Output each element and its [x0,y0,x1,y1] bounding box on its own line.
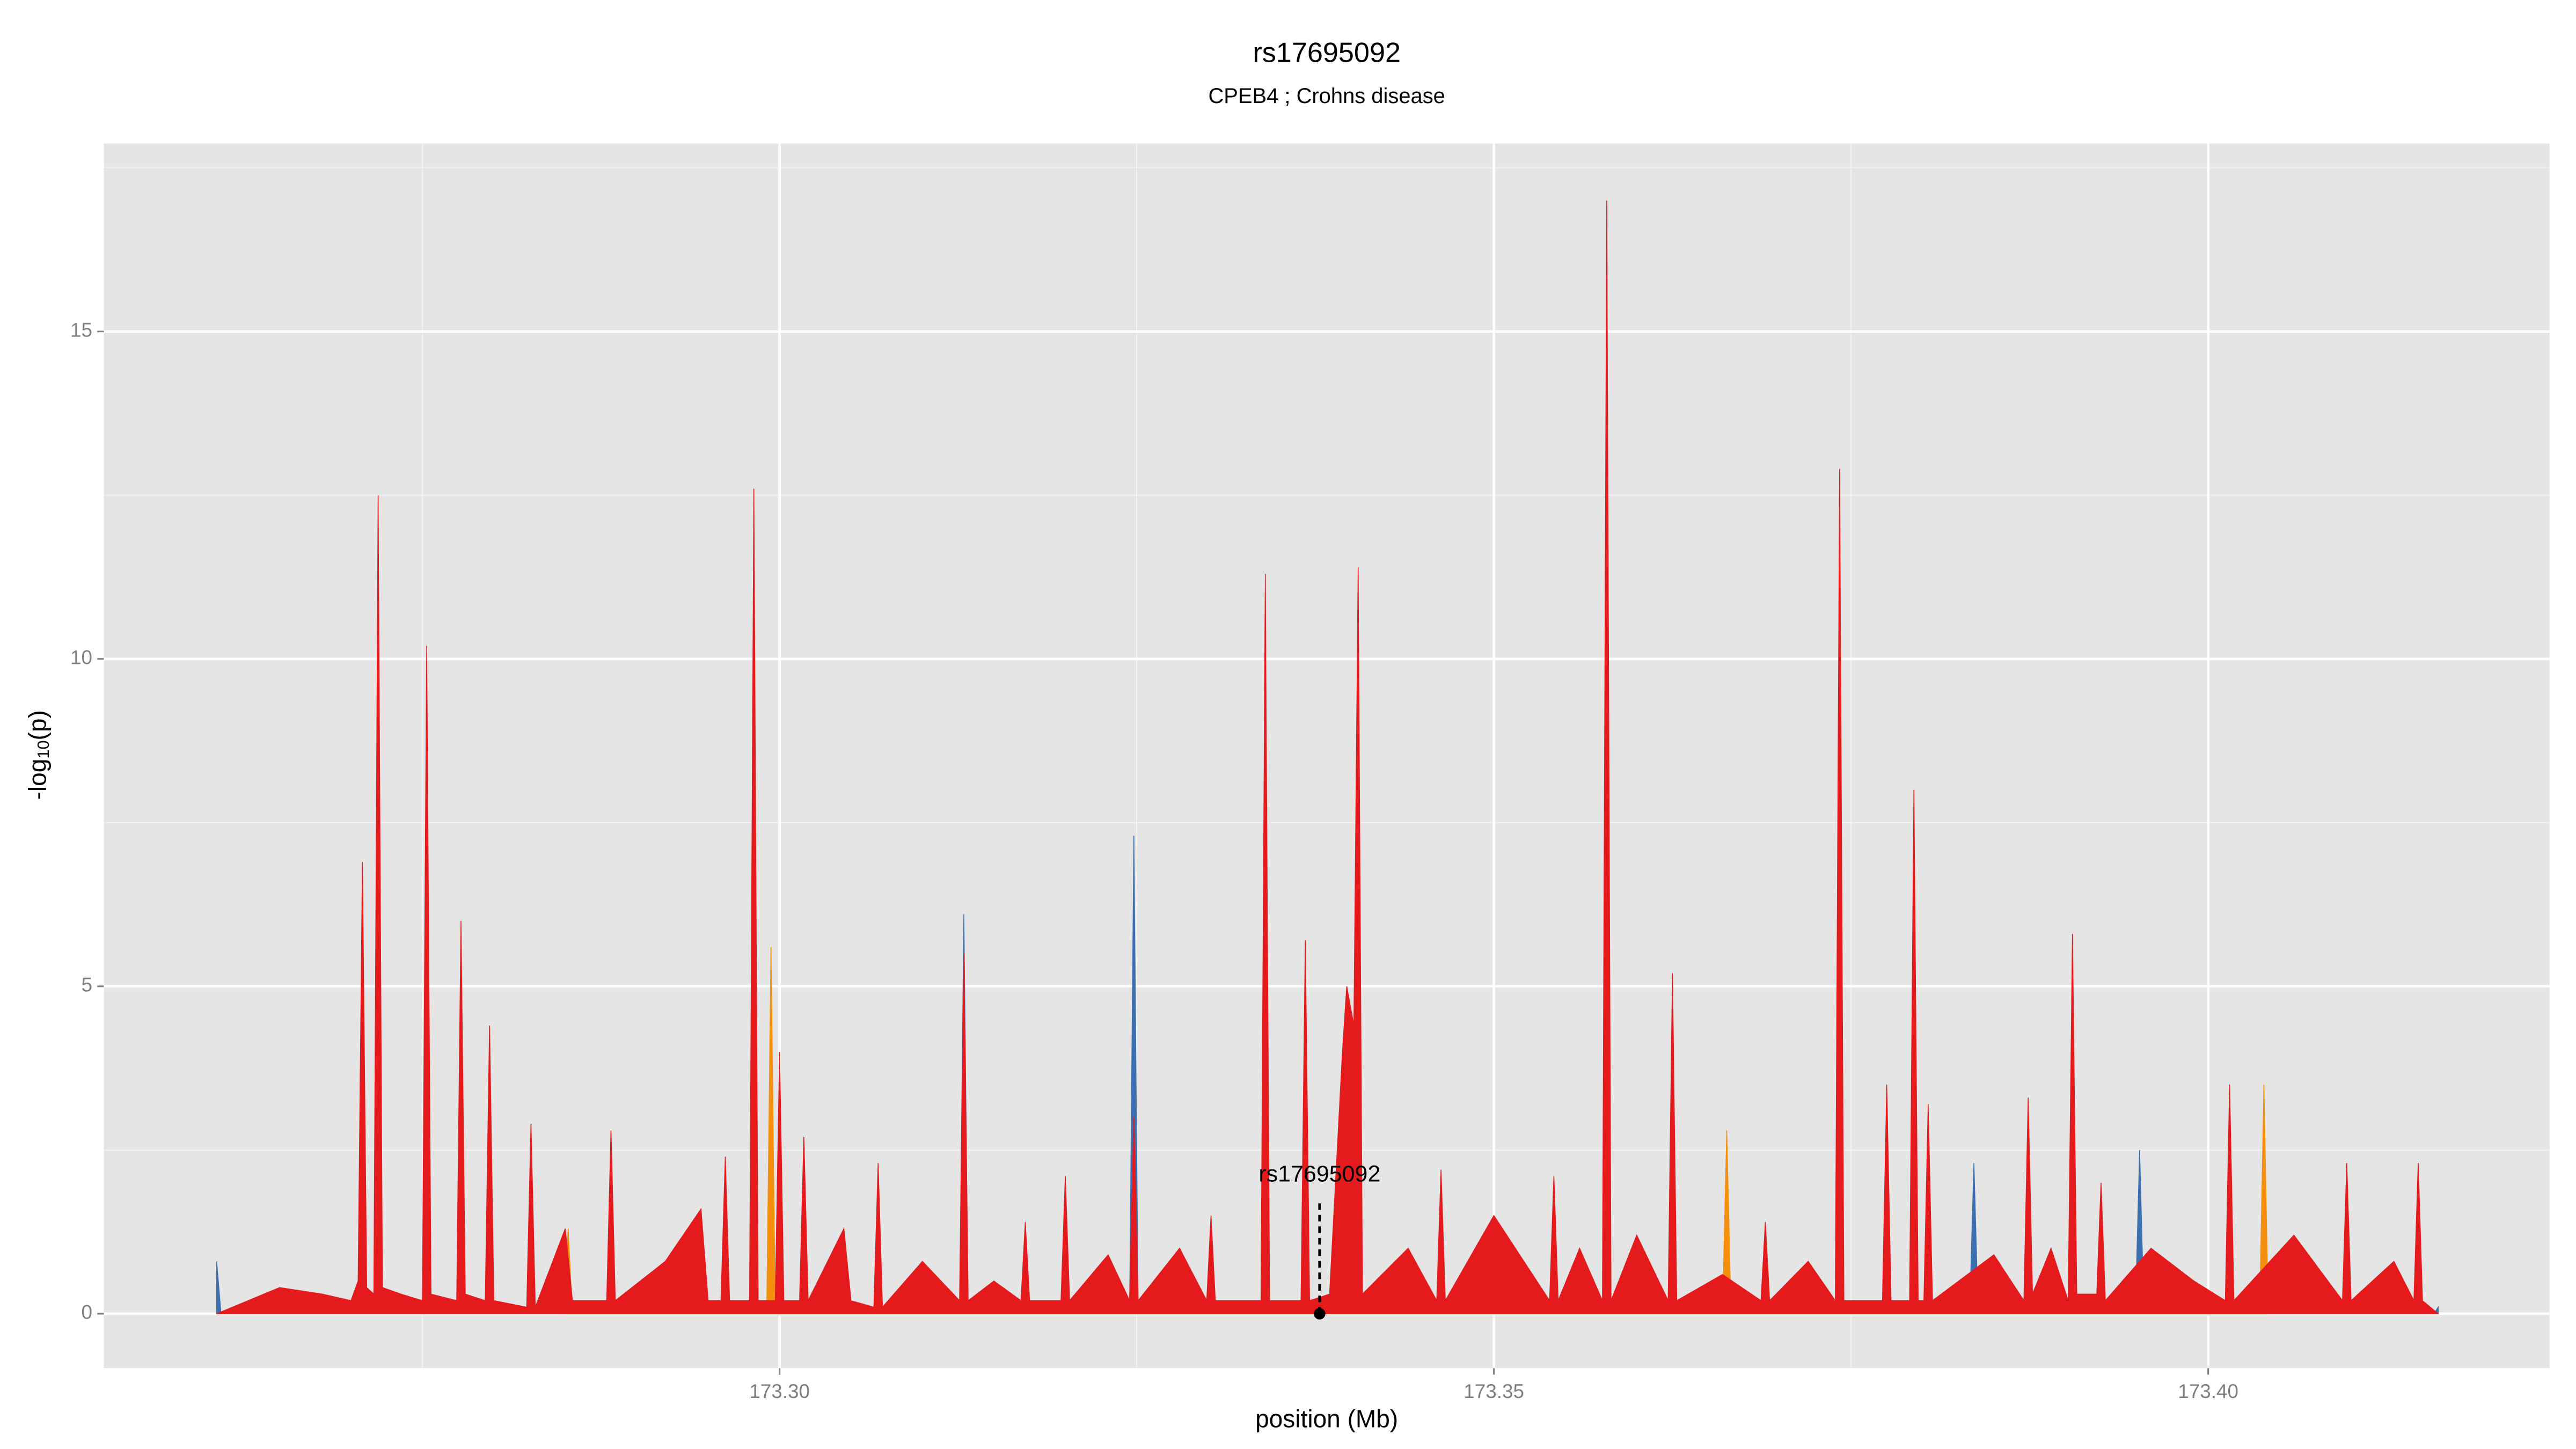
chart-subtitle: CPEB4 ; Crohns disease [1208,84,1445,108]
y-axis-label-main: -log [24,759,52,800]
y-tick-label: 10 [70,646,92,668]
x-axis-label: position (Mb) [1255,1405,1398,1433]
chart-title: rs17695092 [1253,37,1401,68]
y-tick-label: 0 [81,1301,92,1323]
y-axis-label: -log10(p) [24,710,53,800]
y-tick-label: 15 [70,319,92,341]
x-tick-label: 173.40 [2178,1380,2238,1402]
area [216,200,2440,1314]
y-axis-label-end: (p) [24,710,52,740]
annotation-point [1314,1308,1326,1320]
y-tick-label: 5 [81,974,92,996]
x-tick-label: 173.35 [1463,1380,1524,1402]
y-axis-label-sub: 10 [34,740,53,758]
annotation-label: rs17695092 [1258,1161,1380,1187]
x-tick-label: 173.30 [749,1380,810,1402]
plot-panel [104,143,2550,1368]
